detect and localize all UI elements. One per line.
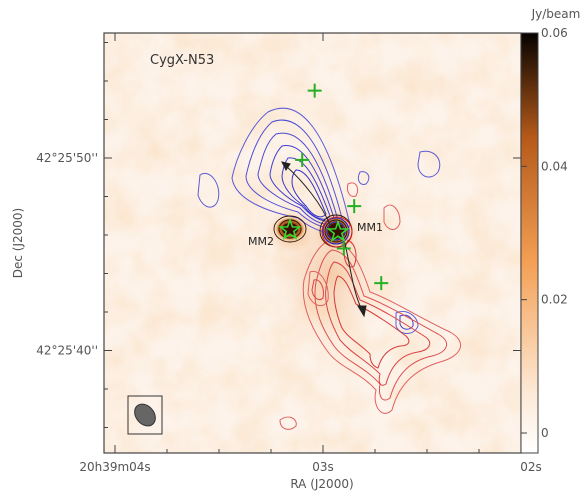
x-axis-label: RA (J2000): [290, 477, 353, 491]
red-contour: [279, 416, 297, 430]
colorbar-tick-label: 0.06: [541, 26, 568, 40]
y-axis-label: Dec (J2000): [11, 208, 25, 278]
chart-title: CygX-N53: [150, 53, 214, 68]
colorbar-tick-label: 0.04: [541, 159, 568, 173]
blue-contour: [197, 172, 220, 208]
colorbar-ticks: 0 0.02 0.04 0.06: [521, 26, 568, 440]
mm1-red-ring: [321, 216, 353, 248]
red-contour: [307, 270, 329, 307]
source-label-mm2: MM2: [248, 235, 274, 248]
red-outflow-contours: [279, 182, 462, 430]
blue-arrowhead: [281, 161, 291, 171]
blue-contour: [231, 107, 351, 234]
colorbar-tick-label: 0: [541, 426, 549, 440]
cross-marker: [374, 276, 389, 291]
red-contour: [311, 279, 324, 301]
blue-contour: [269, 145, 335, 222]
red-contour: [314, 249, 447, 401]
cross-marker: [307, 83, 322, 98]
x-axis: 20h39m04s 03s 02s: [79, 33, 542, 474]
mm2-contour: [273, 215, 307, 243]
colorbar-gradient: [520, 32, 539, 454]
blue-contour: [281, 157, 331, 220]
colorbar-tick-label: 0.02: [541, 293, 568, 307]
x-tick-label: 20h39m04s: [79, 460, 150, 474]
red-contour: [333, 275, 410, 369]
mm1-star-icon: [326, 219, 350, 243]
mm2-peak-core: [282, 223, 298, 235]
x-tick-label: 03s: [312, 460, 334, 474]
blue-lobe-arrow: [285, 165, 331, 226]
blue-outflow-contours: [197, 107, 441, 334]
x-tick-label: 02s: [520, 460, 542, 474]
source-label-mm1: MM1: [357, 221, 383, 234]
red-arrowhead: [357, 305, 367, 318]
blue-contour: [417, 150, 441, 178]
cross-marker: [347, 199, 362, 214]
blue-contour: [399, 314, 414, 330]
beam-ellipse: [127, 395, 163, 435]
source-stars: [278, 217, 350, 243]
cross-marker: [336, 241, 351, 256]
blue-contour: [357, 171, 370, 185]
y-axis: 42°26'00''42°25'50''42°25'40'': [36, 42, 521, 428]
mm2-star-icon: [278, 217, 302, 241]
y-tick-label: 42°25'40'': [36, 344, 98, 358]
cross-markers: [295, 83, 389, 291]
colorbar-label: Jy/beam: [531, 7, 581, 21]
red-contour: [302, 239, 462, 414]
red-contour: [347, 182, 359, 197]
mm1-contour: [324, 219, 348, 243]
mm1-blue-ring: [322, 217, 350, 245]
blue-contour: [257, 132, 339, 225]
outflow-arrows: [281, 161, 367, 318]
blue-contour: [245, 119, 344, 229]
y-tick-label: 42°25'50'': [36, 151, 98, 165]
blue-contour: [291, 169, 327, 218]
red-contour: [383, 204, 401, 230]
cross-marker: [295, 152, 310, 167]
colorbar: Jy/beam 0 0.02 0.04 0.06: [520, 7, 581, 454]
red-contour: [343, 239, 357, 268]
heatmap-image: [104, 33, 521, 453]
red-lobe-arrow: [343, 239, 363, 311]
